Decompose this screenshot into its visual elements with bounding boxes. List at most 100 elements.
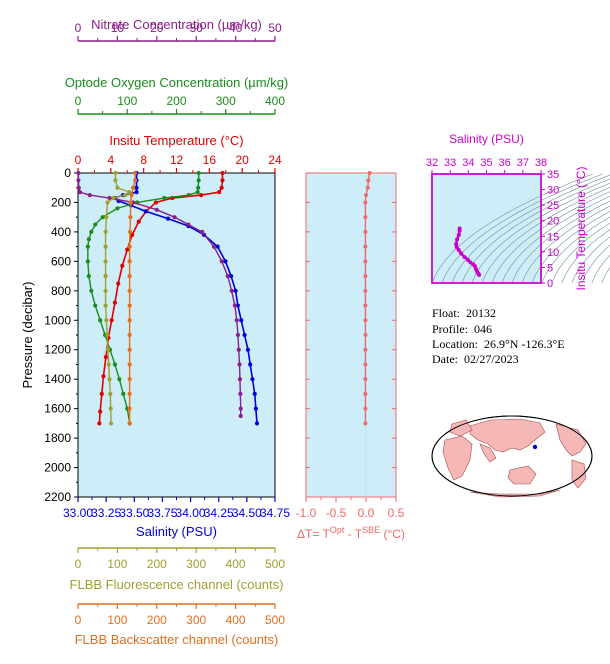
density-contour bbox=[431, 173, 593, 284]
delta-tick-label: -1.0 bbox=[296, 506, 317, 520]
oxygen-point bbox=[112, 362, 118, 367]
temperature-point bbox=[136, 219, 141, 224]
temperature-point bbox=[219, 185, 224, 190]
temperature-point bbox=[220, 170, 225, 176]
delta-point bbox=[363, 288, 368, 293]
salinity-axis-label: Salinity (PSU) bbox=[136, 524, 217, 539]
fluorescence-point bbox=[103, 303, 108, 308]
salinity-point bbox=[235, 303, 240, 308]
ts-x-tick-label: 32 bbox=[426, 157, 438, 169]
pressure-tick-label: 1600 bbox=[44, 402, 71, 416]
density-contour bbox=[481, 186, 610, 284]
oxygen-tick-label: 100 bbox=[117, 94, 137, 108]
temperature-point bbox=[153, 200, 159, 205]
salinity-tick-label: 33.25 bbox=[91, 506, 121, 520]
oxygen-point bbox=[196, 170, 201, 176]
pressure-tick-label: 800 bbox=[51, 284, 71, 298]
salinity-tick-label: 34.25 bbox=[204, 506, 234, 520]
salinity-point bbox=[143, 209, 148, 214]
delta-point bbox=[365, 185, 370, 190]
ts-point bbox=[462, 255, 467, 260]
backscatter-point bbox=[128, 215, 133, 220]
delta-point bbox=[363, 274, 368, 279]
temperature-point bbox=[97, 421, 102, 426]
salinity-point bbox=[134, 185, 139, 190]
temperature-tick-label: 24 bbox=[268, 153, 282, 167]
oxygen-point bbox=[93, 222, 98, 227]
nitrate-point bbox=[107, 195, 112, 201]
fluorescence-point bbox=[108, 391, 113, 397]
nitrate-point bbox=[186, 222, 191, 227]
globe-land bbox=[442, 435, 473, 481]
ts-y-tick-label: 5 bbox=[547, 262, 553, 274]
date-info: Date: 02/27/2023 bbox=[432, 352, 519, 367]
nitrate-point bbox=[219, 259, 224, 264]
delta-point bbox=[367, 171, 372, 175]
float-value: 20132 bbox=[466, 306, 497, 320]
profile-label: Profile: bbox=[432, 322, 468, 336]
delta-point bbox=[364, 193, 368, 198]
density-contour bbox=[551, 222, 610, 284]
salinity-point bbox=[134, 190, 139, 195]
nitrate-point bbox=[235, 332, 241, 338]
salinity-point bbox=[254, 421, 260, 426]
backscatter-point bbox=[127, 273, 132, 279]
ts-x-axis-label: Salinity (PSU) bbox=[449, 132, 524, 146]
delta-point bbox=[363, 391, 368, 396]
salinity-point bbox=[228, 273, 234, 279]
delta-point bbox=[363, 229, 368, 234]
delta-tick-label: 0.5 bbox=[388, 506, 405, 520]
date-label: Date: bbox=[432, 352, 458, 366]
float-info: Float: 20132 bbox=[432, 306, 496, 321]
oxygen-point bbox=[93, 303, 98, 308]
nitrate-tick-label: 10 bbox=[111, 21, 125, 35]
fluorescence-point bbox=[103, 244, 108, 249]
ts-point bbox=[468, 260, 473, 265]
oxygen-point bbox=[186, 192, 191, 198]
temperature-tick-label: 16 bbox=[203, 153, 217, 167]
ts-y-axis-label: Insitu Temperature (°C) bbox=[574, 167, 588, 291]
salinity-tick-label: 34.75 bbox=[260, 506, 290, 520]
density-contour bbox=[471, 182, 610, 284]
oxygen-tick-label: 200 bbox=[166, 94, 186, 108]
nitrate-point bbox=[237, 377, 243, 382]
pressure-tick-label: 1400 bbox=[44, 372, 71, 386]
profile-value: 046 bbox=[474, 322, 492, 336]
backscatter-point bbox=[128, 200, 133, 205]
salinity-point bbox=[245, 347, 251, 352]
fluorescence-point bbox=[105, 347, 111, 352]
backscatter-point bbox=[127, 259, 132, 264]
backscatter-point bbox=[127, 303, 132, 308]
pressure-tick-label: 1200 bbox=[44, 343, 71, 357]
density-contour bbox=[441, 173, 603, 284]
oxygen-axis-label: Optode Oxygen Concentration (µm/kg) bbox=[65, 75, 289, 90]
ts-diagram-chart: 32 33 34 35 36 37 38 0 5 10 15 20 25 30 35 Salinity (PS… bbox=[426, 132, 610, 290]
globe-outline bbox=[431, 415, 593, 497]
ts-plot-area bbox=[431, 173, 542, 284]
delta-tick-label: -0.5 bbox=[326, 506, 347, 520]
oxygen-point bbox=[162, 195, 167, 201]
density-contour bbox=[501, 195, 610, 284]
fluorescence-axis-label: FLBB Fluorescence channel (counts) bbox=[70, 577, 284, 592]
oxygen-point bbox=[85, 259, 90, 264]
salinity-tick-label: 33.75 bbox=[147, 506, 177, 520]
backscatter-axis-label: FLBB Backscatter channel (counts) bbox=[75, 632, 279, 647]
temperature-point bbox=[112, 300, 118, 305]
nitrate-point bbox=[229, 288, 234, 293]
backscatter-point bbox=[127, 229, 133, 235]
globe-land bbox=[507, 465, 537, 485]
backscatter-point bbox=[133, 178, 138, 183]
oxygen-point bbox=[86, 273, 91, 279]
temperature-point bbox=[99, 391, 104, 397]
delta-t-chart: -1.0 -0.5 0.0 0.5 ΔT= TOpt - TSBE (°C) bbox=[296, 171, 405, 541]
delta-point bbox=[363, 244, 368, 249]
location-label: Location: bbox=[432, 337, 478, 351]
nitrate-point bbox=[154, 207, 159, 212]
ts-point bbox=[456, 232, 461, 237]
pressure-tick-label: 600 bbox=[51, 254, 71, 268]
location-value: 26.9°N -126.3°E bbox=[483, 337, 565, 351]
backscatter-point bbox=[127, 318, 132, 323]
salinity-tick-label: 33.50 bbox=[119, 506, 149, 520]
ts-y-tick-label: 20 bbox=[547, 216, 559, 228]
salinity-point bbox=[233, 288, 238, 293]
